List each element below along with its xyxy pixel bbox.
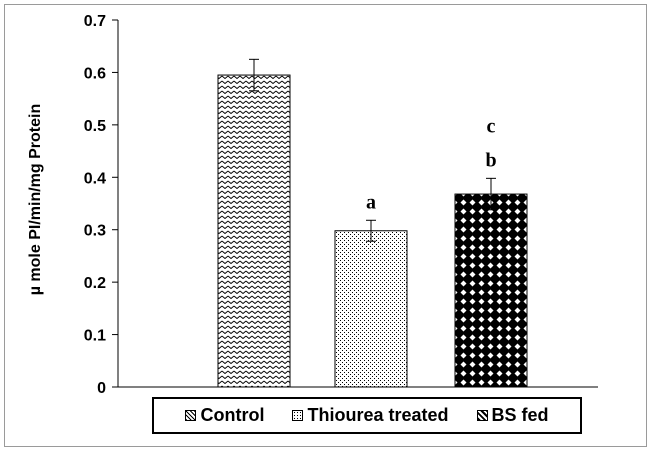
y-tick-label: 0.6	[84, 65, 106, 82]
significance-label: c	[487, 115, 496, 137]
bars	[217, 58, 528, 388]
axes: 0 0.1 0.2 0.3 0.4 0.5 0.6 0.7	[84, 13, 598, 397]
legend-item-control: Control	[185, 405, 264, 426]
y-tick-label: 0.4	[84, 170, 106, 187]
legend-label: Control	[200, 405, 265, 425]
y-tick-label: 0.1	[84, 328, 106, 345]
y-tick-label: 0.2	[84, 275, 106, 292]
bar-bs-fed	[454, 193, 528, 388]
significance-label: b	[485, 149, 496, 171]
significance-label: a	[366, 191, 376, 213]
y-tick-label: 0.5	[84, 118, 106, 135]
legend-swatch-diamonds	[476, 410, 488, 421]
legend-label: Thiourea treated	[307, 405, 449, 425]
y-tick-label: 0.7	[84, 13, 106, 30]
bar-thiourea-treated	[334, 230, 408, 388]
y-tick-label: 0.3	[84, 223, 106, 240]
chart-frame	[4, 4, 647, 447]
y-tick-label: 0	[97, 380, 106, 397]
bar-control	[217, 74, 291, 388]
y-axis-label: µ mole PI/min/mg Protein	[27, 104, 44, 295]
legend-swatch-dots	[292, 410, 304, 421]
chart-legend: Control Thiourea treated BS fed	[152, 397, 582, 434]
labels: µ mole PI/min/mg Protein a bc	[27, 104, 497, 295]
legend-swatch-zigzag	[185, 410, 197, 421]
legend-item-bs-fed: BS fed	[476, 405, 549, 426]
legend-item-thiourea-treated: Thiourea treated	[292, 405, 449, 426]
legend-label: BS fed	[491, 405, 549, 425]
